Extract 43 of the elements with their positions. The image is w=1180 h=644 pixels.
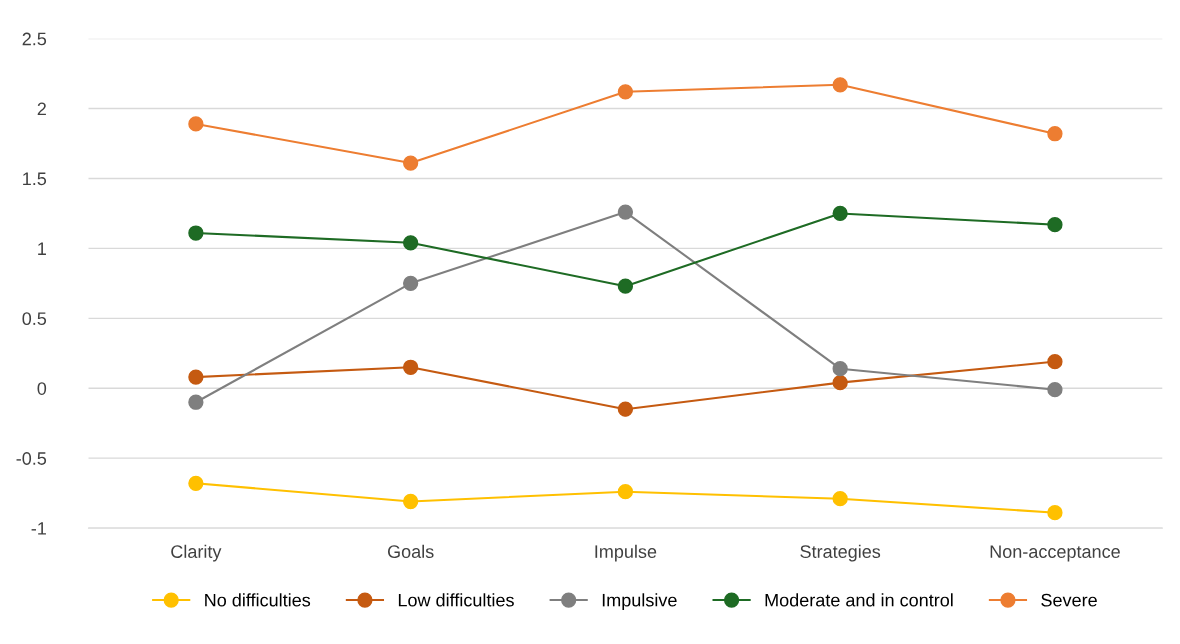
x-tick-label: Non-acceptance [990, 545, 1120, 562]
point [617, 204, 634, 220]
point [617, 278, 634, 294]
point [617, 484, 634, 500]
x-tick-label: Clarity [171, 544, 222, 562]
y-tick-label: 1.5 [23, 172, 47, 186]
point [403, 493, 419, 510]
y-tick-label: 1 [38, 242, 46, 255]
legend-label: Low difficulties [398, 593, 514, 607]
point [832, 361, 848, 377]
point [832, 375, 848, 391]
point [1047, 216, 1063, 233]
point [403, 275, 419, 291]
point [403, 359, 419, 375]
y-tick-label: -0.5 [16, 452, 47, 465]
point [832, 205, 848, 222]
point [188, 116, 204, 132]
legend-label: Severe [1041, 593, 1097, 607]
point [188, 475, 204, 491]
point [403, 235, 419, 251]
point [617, 401, 634, 417]
legend-label: Moderate and in control [765, 593, 953, 607]
x-tick-label: Strategies [800, 544, 881, 562]
point [188, 225, 204, 241]
y-tick-label: -1 [31, 522, 46, 535]
point [188, 394, 204, 410]
y-tick-label: 2.5 [22, 32, 47, 46]
point [188, 369, 204, 385]
point [832, 491, 848, 507]
point [1047, 381, 1063, 398]
y-tick-label: 0.5 [22, 312, 47, 326]
point [832, 77, 848, 93]
point [617, 84, 634, 100]
x-tick-label: Goals [387, 544, 434, 559]
legend-label: No difficulties [205, 593, 311, 607]
point [1047, 505, 1063, 521]
point [1047, 354, 1063, 370]
legend-label: Impulsive [602, 593, 677, 611]
y-tick-label: 2 [37, 102, 46, 116]
y-tick-label: 0 [37, 382, 47, 395]
point [403, 155, 419, 171]
point [1047, 126, 1063, 142]
x-tick-label: Impulse [595, 544, 657, 562]
